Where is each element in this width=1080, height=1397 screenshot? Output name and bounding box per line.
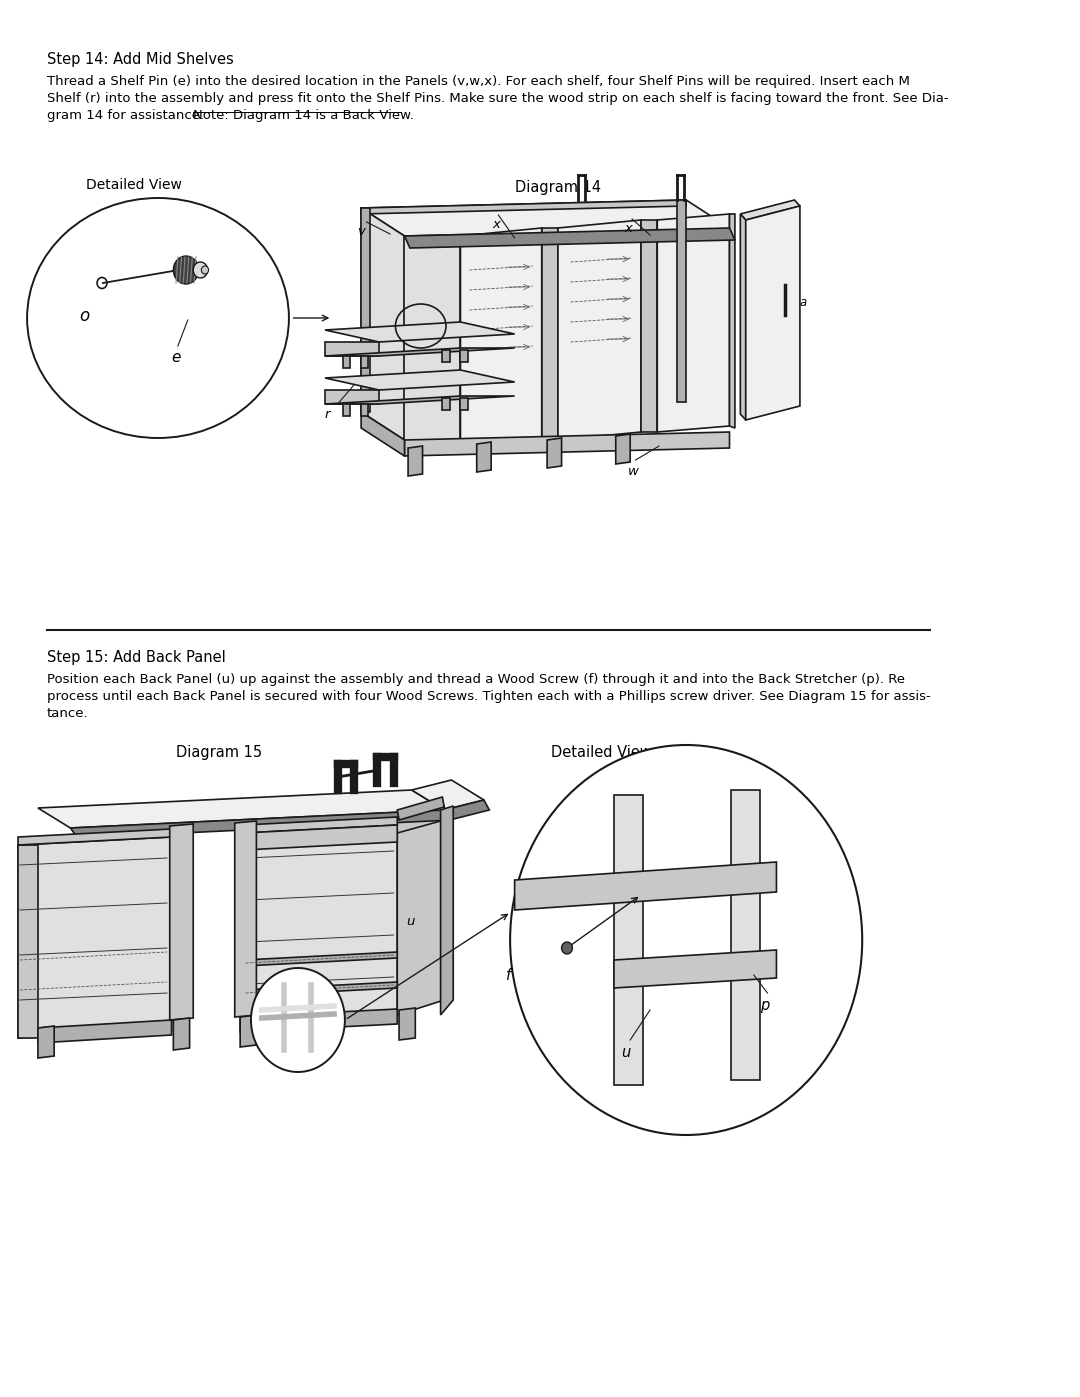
Polygon shape	[515, 862, 777, 909]
Polygon shape	[558, 219, 642, 440]
Polygon shape	[393, 806, 444, 834]
Polygon shape	[476, 441, 491, 472]
Text: x: x	[492, 218, 500, 231]
Text: Diagram 14: Diagram 14	[515, 180, 600, 196]
Polygon shape	[613, 950, 777, 988]
Text: tance.: tance.	[46, 707, 89, 719]
Polygon shape	[38, 1025, 54, 1058]
Text: Step 14: Add Mid Shelves: Step 14: Add Mid Shelves	[46, 52, 233, 67]
Polygon shape	[361, 356, 368, 367]
Text: Step 15: Add Back Panel: Step 15: Add Back Panel	[46, 650, 226, 665]
Polygon shape	[38, 1020, 172, 1044]
Polygon shape	[325, 370, 515, 390]
Polygon shape	[361, 200, 686, 214]
Polygon shape	[616, 434, 631, 464]
Polygon shape	[361, 208, 370, 412]
Polygon shape	[343, 356, 350, 367]
Polygon shape	[677, 200, 686, 402]
Text: w: w	[627, 465, 638, 478]
Text: Shelf (r) into the assembly and press fit onto the Shelf Pins. Make sure the woo: Shelf (r) into the assembly and press fi…	[46, 92, 948, 105]
Text: e: e	[172, 351, 181, 365]
Polygon shape	[361, 404, 368, 416]
Polygon shape	[18, 828, 172, 845]
Polygon shape	[325, 342, 379, 356]
Polygon shape	[18, 845, 38, 1038]
Polygon shape	[444, 800, 489, 820]
Polygon shape	[18, 837, 172, 1038]
Polygon shape	[234, 821, 256, 1017]
Text: gram 14 for assistance.: gram 14 for assistance.	[46, 109, 204, 122]
Polygon shape	[642, 219, 658, 432]
Polygon shape	[460, 228, 542, 448]
Text: u: u	[406, 915, 415, 928]
Polygon shape	[460, 398, 468, 409]
Circle shape	[201, 265, 208, 274]
Text: p: p	[760, 997, 769, 1013]
Polygon shape	[361, 208, 405, 440]
Text: Thread a Shelf Pin (e) into the desired location in the Panels (v,w,x). For each: Thread a Shelf Pin (e) into the desired …	[46, 75, 909, 88]
Text: a: a	[800, 296, 807, 309]
Polygon shape	[405, 432, 729, 455]
Polygon shape	[325, 390, 379, 404]
Polygon shape	[746, 205, 800, 420]
Polygon shape	[443, 398, 449, 409]
Polygon shape	[361, 412, 405, 455]
Text: r: r	[325, 408, 330, 420]
Polygon shape	[244, 826, 397, 849]
Polygon shape	[325, 321, 515, 342]
Polygon shape	[548, 439, 562, 468]
Polygon shape	[740, 214, 746, 420]
Polygon shape	[460, 351, 468, 362]
Polygon shape	[343, 404, 350, 416]
Polygon shape	[408, 446, 422, 476]
Circle shape	[562, 942, 572, 954]
Polygon shape	[397, 810, 444, 1016]
Text: Detailed View: Detailed View	[551, 745, 651, 760]
Polygon shape	[244, 826, 397, 1025]
Polygon shape	[244, 951, 397, 965]
Polygon shape	[325, 395, 515, 404]
Polygon shape	[174, 1018, 190, 1051]
Polygon shape	[441, 806, 454, 1016]
Text: Detailed View: Detailed View	[85, 177, 181, 191]
Polygon shape	[240, 1016, 256, 1046]
Circle shape	[510, 745, 862, 1134]
Polygon shape	[397, 798, 444, 820]
Polygon shape	[325, 348, 515, 356]
Polygon shape	[658, 214, 729, 432]
Polygon shape	[244, 817, 397, 833]
Polygon shape	[399, 1009, 416, 1039]
Circle shape	[251, 968, 345, 1071]
Polygon shape	[740, 200, 800, 219]
Polygon shape	[443, 351, 449, 362]
Polygon shape	[542, 228, 558, 440]
Polygon shape	[613, 795, 643, 1085]
Polygon shape	[405, 236, 460, 448]
Polygon shape	[405, 228, 734, 249]
Polygon shape	[361, 200, 729, 236]
Text: f: f	[505, 968, 511, 983]
Circle shape	[193, 263, 207, 278]
Polygon shape	[170, 824, 193, 1020]
Polygon shape	[244, 982, 397, 996]
Polygon shape	[38, 789, 444, 828]
Text: Diagram 15: Diagram 15	[176, 745, 262, 760]
Polygon shape	[729, 214, 734, 427]
Polygon shape	[240, 1009, 397, 1032]
Polygon shape	[411, 780, 484, 810]
Text: process until each Back Panel is secured with four Wood Screws. Tighten each wit: process until each Back Panel is secured…	[46, 690, 931, 703]
Text: Position each Back Panel (u) up against the assembly and thread a Wood Screw (f): Position each Back Panel (u) up against …	[46, 673, 905, 686]
Text: Note: Diagram 14 is a Back View.: Note: Diagram 14 is a Back View.	[193, 109, 414, 122]
Ellipse shape	[27, 198, 289, 439]
Polygon shape	[70, 810, 451, 838]
Text: v: v	[357, 225, 365, 237]
Text: x: x	[624, 222, 633, 235]
Polygon shape	[731, 789, 760, 1080]
Circle shape	[174, 256, 199, 284]
Text: u: u	[621, 1045, 631, 1060]
Text: o: o	[80, 307, 90, 326]
